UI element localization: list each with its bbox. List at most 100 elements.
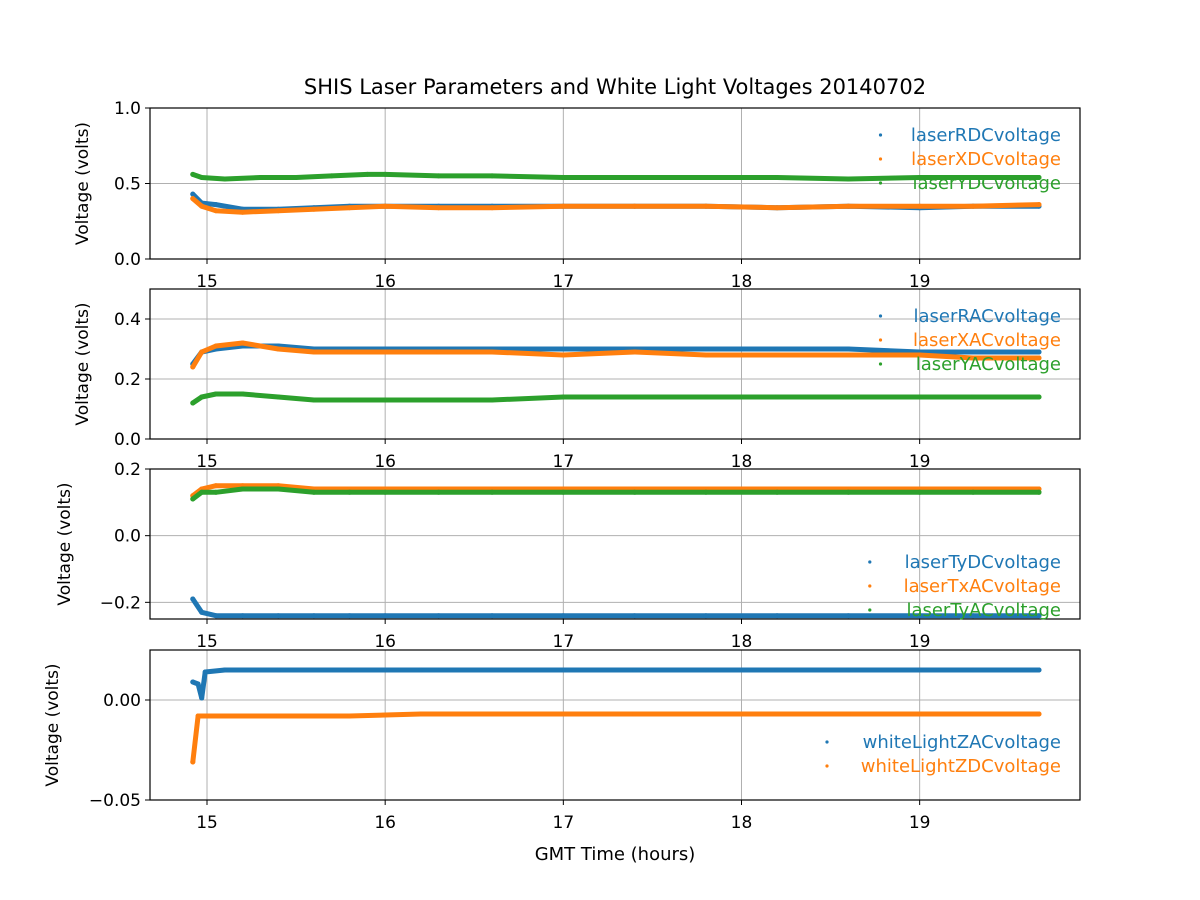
data-point-whiteLightZDCvoltage <box>917 711 923 717</box>
x-tick-label: 15 <box>196 272 218 292</box>
data-point-laserXDCvoltage <box>632 203 638 209</box>
data-point-laserXDCvoltage <box>382 203 388 209</box>
x-tick-label: 17 <box>553 272 575 292</box>
data-point-whiteLightZACvoltage <box>845 667 851 673</box>
data-point-laserTyDCvoltage <box>190 596 196 602</box>
y-axis-label: Voltage (volts) <box>73 302 93 425</box>
y-tick-label: 0.0 <box>114 430 141 450</box>
data-point-whiteLightZDCvoltage <box>222 713 228 719</box>
data-point-laserXDCvoltage <box>436 205 442 211</box>
legend-marker <box>868 560 872 564</box>
data-point-whiteLightZACvoltage <box>190 679 196 685</box>
data-point-laserYACvoltage <box>845 394 851 400</box>
x-tick-label: 19 <box>909 272 931 292</box>
y-tick-label: 1.0 <box>114 99 141 119</box>
data-point-laserTxACvoltage <box>213 483 219 489</box>
legend-marker <box>878 133 883 137</box>
y-tick-label: 0.0 <box>114 250 141 270</box>
data-point-laserYACvoltage <box>311 397 317 403</box>
legend-label: whiteLightZACvoltage <box>863 732 1061 753</box>
data-point-laserRACvoltage <box>970 349 976 355</box>
data-point-whiteLightZDCvoltage <box>774 711 780 717</box>
data-point-whiteLightZDCvoltage <box>845 711 851 717</box>
data-point-whiteLightZDCvoltage <box>347 713 352 719</box>
x-tick-label: 19 <box>909 813 931 833</box>
data-point-laserTyACvoltage <box>240 486 246 492</box>
data-point-laserYDCvoltage <box>774 175 780 180</box>
data-point-laserTyACvoltage <box>347 489 352 495</box>
data-point-laserYACvoltage <box>382 397 388 403</box>
data-point-laserYDCvoltage <box>845 176 851 182</box>
legend-label: whiteLightZDCvoltage <box>861 756 1061 777</box>
data-point-laserYDCvoltage <box>436 173 442 179</box>
data-point-laserRACvoltage <box>774 346 780 352</box>
y-tick-label: 0.5 <box>114 175 141 195</box>
data-point-laserXACvoltage <box>199 349 205 355</box>
x-tick-label: 18 <box>731 452 753 472</box>
data-point-whiteLightZACvoltage <box>199 695 205 701</box>
data-point-whiteLightZACvoltage <box>275 667 281 673</box>
data-point-laserYACvoltage <box>970 394 976 400</box>
legend-label: laserTyDCvoltage <box>905 552 1061 573</box>
data-point-whiteLightZDCvoltage <box>195 713 201 719</box>
data-point-whiteLightZDCvoltage <box>560 711 566 717</box>
data-point-laserXDCvoltage <box>774 205 780 211</box>
data-point-laserYDCvoltage <box>1036 175 1042 180</box>
data-point-laserTyACvoltage <box>845 489 851 495</box>
data-point-laserYACvoltage <box>774 394 780 400</box>
data-point-laserTyACvoltage <box>275 486 281 492</box>
y-tick-label: 0.2 <box>114 370 141 390</box>
data-point-whiteLightZDCvoltage <box>703 711 709 717</box>
axes-frame <box>149 288 1081 440</box>
x-tick-label: 15 <box>196 452 218 472</box>
data-point-laserYDCvoltage <box>329 173 335 179</box>
legend-label: laserXDCvoltage <box>911 149 1061 170</box>
data-point-whiteLightZACvoltage <box>489 667 495 673</box>
legend-marker <box>878 314 883 318</box>
legend-marker <box>878 362 883 366</box>
data-point-laserXDCvoltage <box>199 203 205 209</box>
data-point-whiteLightZDCvoltage <box>275 713 281 719</box>
data-point-laserXACvoltage <box>774 352 780 358</box>
data-point-laserXACvoltage <box>703 352 709 358</box>
data-point-laserYACvoltage <box>1036 394 1042 400</box>
data-point-laserXDCvoltage <box>489 205 495 211</box>
data-point-laserYACvoltage <box>560 394 566 400</box>
plot-area <box>190 340 1042 406</box>
x-tick-label: 16 <box>374 452 396 472</box>
data-point-laserRACvoltage <box>1036 349 1042 355</box>
legend-marker <box>878 181 883 185</box>
data-point-laserYACvoltage <box>436 397 442 403</box>
data-point-laserTyDCvoltage <box>845 613 851 619</box>
series-trace-laserYDCvoltage <box>190 171 1042 182</box>
series-trace-laserRACvoltage <box>190 343 1042 367</box>
data-point-whiteLightZACvoltage <box>347 667 352 673</box>
y-tick-label: 0.0 <box>114 527 141 547</box>
chart-title: SHIS Laser Parameters and White Light Vo… <box>304 75 926 99</box>
data-point-laserYDCvoltage <box>632 175 638 180</box>
data-point-laserTyACvoltage <box>632 489 638 495</box>
data-point-whiteLightZDCvoltage <box>1036 711 1042 717</box>
data-point-laserYDCvoltage <box>382 171 388 177</box>
data-point-laserTyDCvoltage <box>347 613 352 619</box>
data-point-laserTyACvoltage <box>774 489 780 495</box>
legend-marker <box>878 157 883 161</box>
legend-label: laserTyACvoltage <box>906 600 1061 621</box>
data-point-laserTyDCvoltage <box>632 613 638 619</box>
data-point-laserXACvoltage <box>970 355 976 361</box>
legend-label: laserRACvoltage <box>914 306 1061 327</box>
data-point-whiteLightZACvoltage <box>632 667 638 673</box>
data-point-whiteLightZACvoltage <box>202 669 208 675</box>
x-tick-label: 16 <box>374 813 396 833</box>
y-axis-label: Voltage (volts) <box>43 663 63 786</box>
data-point-laserYDCvoltage <box>222 176 228 182</box>
series-trace-laserTyDCvoltage <box>190 596 1042 619</box>
data-point-laserTyDCvoltage <box>311 613 317 619</box>
y-tick-label: 0.2 <box>114 460 141 480</box>
data-point-laserTyACvoltage <box>917 489 923 495</box>
data-point-laserXDCvoltage <box>560 203 566 209</box>
data-point-laserTyACvoltage <box>190 496 196 502</box>
data-point-whiteLightZACvoltage <box>703 667 709 673</box>
data-point-whiteLightZDCvoltage <box>970 711 976 717</box>
